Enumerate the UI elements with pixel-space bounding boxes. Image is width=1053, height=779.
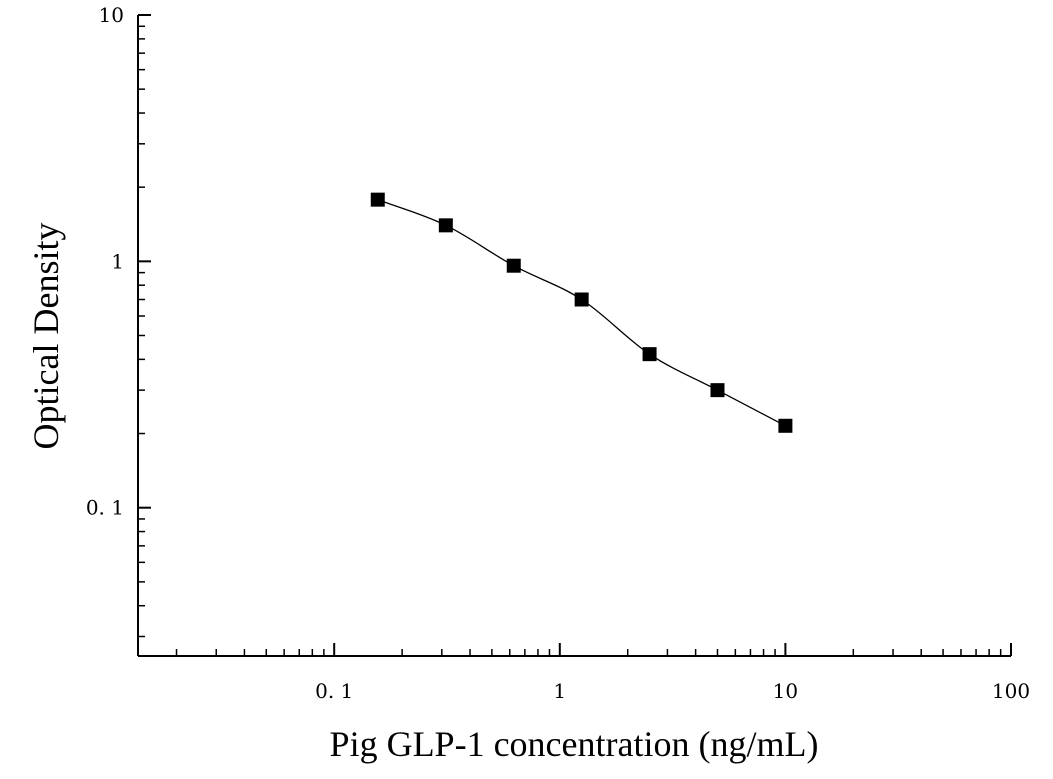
y-tick-label: 10 [99, 3, 124, 27]
data-point [574, 292, 589, 307]
data-point [710, 383, 725, 398]
data-points-layer [370, 192, 793, 433]
minor-ticks [138, 25, 1002, 656]
data-point [642, 347, 657, 362]
data-point [778, 418, 793, 433]
y-tick-label: 0. 1 [86, 496, 124, 520]
axes [137, 15, 1011, 657]
x-tick-label: 10 [773, 679, 798, 703]
x-tick-label: 0. 1 [315, 679, 353, 703]
major-ticks [138, 14, 1012, 656]
y-axis-title: Optical Density [26, 223, 66, 450]
y-tick-label: 1 [111, 249, 124, 273]
data-point [370, 192, 385, 207]
x-tick-label: 100 [992, 679, 1030, 703]
x-tick-label: 1 [553, 679, 566, 703]
data-point [438, 218, 453, 233]
x-axis-title: Pig GLP-1 concentration (ng/mL) [330, 724, 819, 764]
data-point [506, 258, 521, 273]
tick-labels: 0. 1 1 10 100 0. 1 1 10 [86, 3, 1030, 703]
